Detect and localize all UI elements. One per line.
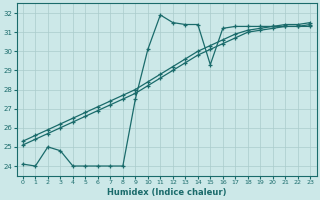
X-axis label: Humidex (Indice chaleur): Humidex (Indice chaleur) [107, 188, 226, 197]
